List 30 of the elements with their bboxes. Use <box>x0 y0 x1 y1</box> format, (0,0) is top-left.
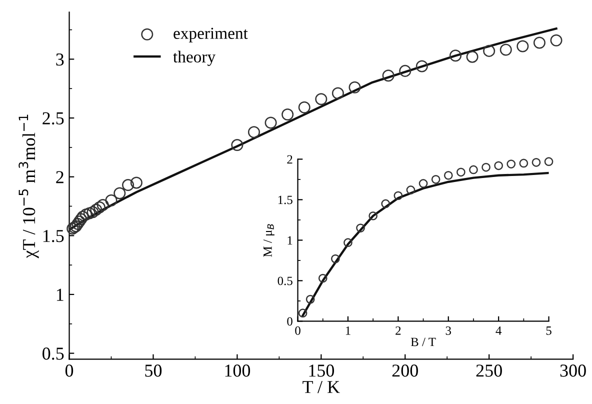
x-tick-label: 100 <box>225 364 250 377</box>
y-tick-label: 1.5 <box>43 230 64 242</box>
x-tick-label: 5 <box>546 326 552 335</box>
y-axis-title: M / μ$_{B}$ <box>264 224 274 257</box>
x-axis-title: B / T <box>410 338 436 346</box>
x-tick-label: 200 <box>392 364 418 377</box>
x-tick-label: 0 <box>295 326 300 335</box>
y-tick-label: 3 <box>56 53 64 66</box>
x-tick-label: 4 <box>496 326 502 335</box>
y-axis-title: χT / 10$^{−5}$ m$^{3}$mol$^{−1}$ <box>18 114 39 258</box>
legend-label: experiment <box>174 28 248 42</box>
y-tick-label: 0.5 <box>278 276 292 286</box>
y-tick-label: 2 <box>56 171 64 184</box>
y-tick-label: 2.5 <box>42 112 64 125</box>
x-tick-label: 50 <box>145 364 162 377</box>
y-tick-label: 0.5 <box>42 348 64 360</box>
x-tick-label: 0 <box>65 364 74 377</box>
x-tick-label: 3 <box>446 326 452 335</box>
y-tick-label: 0 <box>287 317 292 326</box>
y-tick-label: 1 <box>56 288 64 301</box>
y-tick-label: 2 <box>287 155 292 164</box>
x-tick-label: 300 <box>560 364 586 377</box>
y-tick-label: 1.5 <box>278 196 292 204</box>
y-tick-label: 1 <box>288 236 292 245</box>
x-tick-label: 150 <box>309 364 334 377</box>
x-tick-label: 1 <box>346 326 350 335</box>
legend-label: theory <box>173 50 216 66</box>
x-tick-label: 2 <box>396 326 401 335</box>
x-axis-title: T / K <box>302 381 340 394</box>
x-tick-label: 250 <box>476 364 502 377</box>
